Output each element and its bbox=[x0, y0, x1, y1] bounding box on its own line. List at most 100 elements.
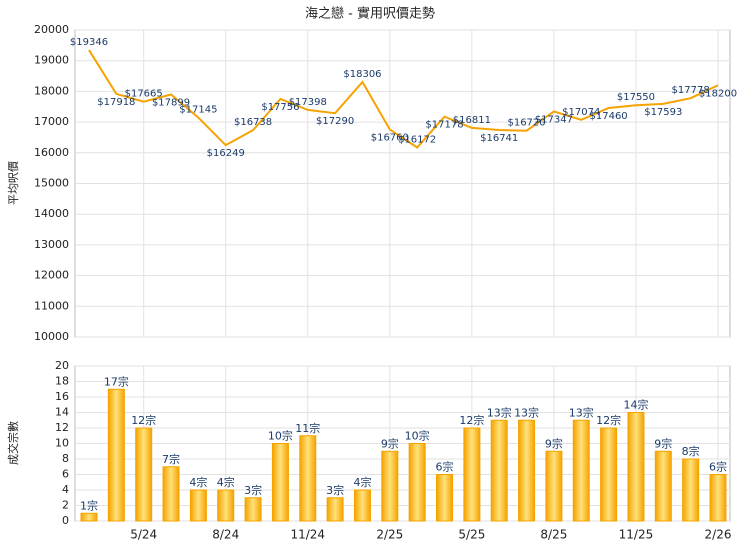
data-label: $17074 bbox=[562, 107, 600, 118]
bar bbox=[600, 427, 618, 522]
data-label: $17778 bbox=[672, 85, 710, 96]
data-label: 8宗 bbox=[682, 444, 700, 458]
x-tick-label: 11/25 bbox=[619, 528, 654, 542]
data-label: $17918 bbox=[97, 97, 135, 108]
bar bbox=[135, 427, 153, 522]
x-tick-label: 5/25 bbox=[458, 528, 485, 542]
x-tick-label: 5/24 bbox=[130, 528, 157, 542]
data-label: 12宗 bbox=[131, 413, 156, 427]
data-label: $17665 bbox=[125, 89, 163, 100]
data-label: 13宗 bbox=[514, 405, 539, 419]
y-tick-label: 19000 bbox=[34, 54, 69, 67]
x-tick-label: 8/24 bbox=[212, 528, 239, 542]
y-tick-label: 11000 bbox=[34, 299, 69, 312]
data-label: 13宗 bbox=[569, 405, 594, 419]
y-tick-label: 10 bbox=[55, 437, 69, 450]
bar bbox=[353, 489, 371, 522]
bar bbox=[709, 474, 727, 522]
data-label: 11宗 bbox=[295, 421, 320, 435]
data-label: $17550 bbox=[617, 92, 655, 103]
data-label: $17145 bbox=[179, 105, 217, 116]
data-label: 4宗 bbox=[217, 475, 235, 489]
y-tick-label: 12 bbox=[55, 421, 69, 434]
bar bbox=[654, 450, 672, 522]
data-label: 14宗 bbox=[623, 398, 648, 412]
data-label: $17756 bbox=[261, 102, 299, 113]
x-tick-label: 11/24 bbox=[290, 528, 325, 542]
bar bbox=[271, 443, 289, 522]
bar bbox=[107, 388, 125, 522]
y-tick-label: 8 bbox=[62, 452, 69, 465]
bar bbox=[682, 458, 700, 522]
data-label: $16738 bbox=[234, 117, 272, 128]
y-tick-label: 16000 bbox=[34, 146, 69, 159]
y-tick-label: 20000 bbox=[34, 23, 69, 36]
y-tick-label: 0 bbox=[62, 514, 69, 527]
data-label: $17593 bbox=[644, 107, 682, 118]
bar bbox=[299, 435, 317, 522]
y-tick-label: 18 bbox=[55, 375, 69, 388]
bar bbox=[490, 419, 508, 522]
data-label: $16741 bbox=[480, 133, 518, 144]
bar bbox=[244, 497, 262, 522]
x-tick-label: 2/26 bbox=[705, 528, 732, 542]
data-label: $16811 bbox=[453, 115, 491, 126]
data-label: 6宗 bbox=[709, 460, 727, 474]
bar bbox=[408, 443, 426, 522]
data-label: $16720 bbox=[507, 118, 545, 129]
data-label: 3宗 bbox=[244, 483, 262, 497]
bar bbox=[627, 412, 645, 522]
bar bbox=[381, 450, 399, 522]
bar bbox=[162, 466, 180, 522]
data-label: $17290 bbox=[316, 116, 354, 127]
y-axis-label: 成交宗數 bbox=[6, 421, 20, 465]
data-label: 10宗 bbox=[405, 429, 430, 443]
data-label: 3宗 bbox=[326, 483, 344, 497]
y-tick-label: 17000 bbox=[34, 115, 69, 128]
line bbox=[88, 49, 719, 149]
data-label: $17899 bbox=[152, 98, 190, 109]
data-label: $17178 bbox=[425, 120, 463, 131]
y-tick-label: 18000 bbox=[34, 84, 69, 97]
x-tick-label: 2/25 bbox=[376, 528, 403, 542]
data-label: 7宗 bbox=[162, 452, 180, 466]
bar bbox=[217, 489, 235, 522]
bar bbox=[572, 419, 590, 522]
y-tick-label: 2 bbox=[62, 499, 69, 512]
data-label: 9宗 bbox=[381, 436, 399, 450]
y-tick-label: 14 bbox=[55, 406, 69, 419]
data-label: 13宗 bbox=[487, 405, 512, 419]
chart-title: 海之戀 - 實用呎價走勢 bbox=[305, 6, 435, 22]
y-tick-label: 6 bbox=[62, 468, 69, 481]
data-label: $16172 bbox=[398, 135, 436, 146]
data-label: $17398 bbox=[289, 97, 327, 108]
y-tick-label: 4 bbox=[62, 483, 69, 496]
data-label: 9宗 bbox=[654, 436, 672, 450]
bar bbox=[326, 497, 344, 522]
bar bbox=[463, 427, 481, 522]
data-label: $18200 bbox=[699, 88, 737, 99]
bar bbox=[436, 474, 454, 522]
data-label: 10宗 bbox=[268, 429, 293, 443]
y-tick-label: 15000 bbox=[34, 177, 69, 190]
x-tick-label: 8/25 bbox=[540, 528, 567, 542]
bar bbox=[189, 489, 207, 522]
data-label: $17347 bbox=[535, 114, 573, 125]
data-label: $18306 bbox=[343, 69, 381, 80]
data-label: 4宗 bbox=[189, 475, 207, 489]
data-label: 12宗 bbox=[459, 413, 484, 427]
bar bbox=[80, 512, 98, 522]
y-tick-label: 13000 bbox=[34, 238, 69, 251]
y-tick-label: 20 bbox=[55, 359, 69, 372]
y-tick-label: 10000 bbox=[34, 330, 69, 343]
data-label: 9宗 bbox=[545, 436, 563, 450]
data-label: $16249 bbox=[207, 148, 245, 159]
data-label: 1宗 bbox=[80, 498, 98, 512]
data-label: 12宗 bbox=[596, 413, 621, 427]
data-label: 6宗 bbox=[436, 460, 454, 474]
data-label: $17460 bbox=[590, 111, 628, 122]
data-label: 17宗 bbox=[104, 374, 129, 388]
data-label: $19346 bbox=[70, 37, 108, 48]
y-axis-label: 平均呎價 bbox=[6, 161, 20, 205]
